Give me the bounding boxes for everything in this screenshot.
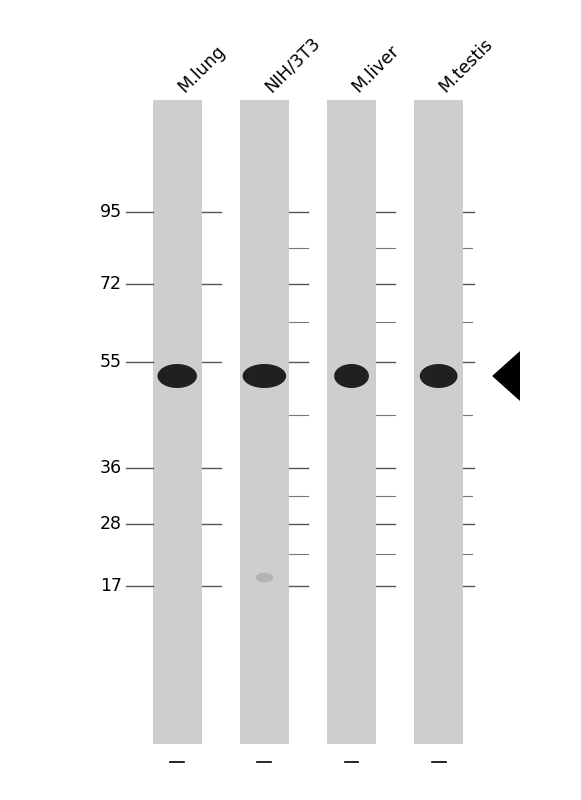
Ellipse shape [157,364,197,388]
Text: 95: 95 [100,203,122,221]
Text: M.liver: M.liver [349,42,403,96]
Text: 28: 28 [100,515,122,533]
Text: M.lung: M.lung [174,42,228,96]
Text: 36: 36 [100,459,122,477]
Polygon shape [492,351,520,401]
Bar [414,100,464,744]
Text: M.testis: M.testis [436,35,497,96]
Ellipse shape [243,364,286,388]
Text: NIH/3T3: NIH/3T3 [261,34,324,96]
Text: 72: 72 [100,275,122,293]
Bar [152,100,202,744]
Bar [240,100,289,744]
Ellipse shape [334,364,369,388]
Text: 55: 55 [100,353,122,370]
Ellipse shape [256,573,273,582]
Ellipse shape [420,364,458,388]
Bar [327,100,376,744]
Text: 17: 17 [100,577,122,594]
